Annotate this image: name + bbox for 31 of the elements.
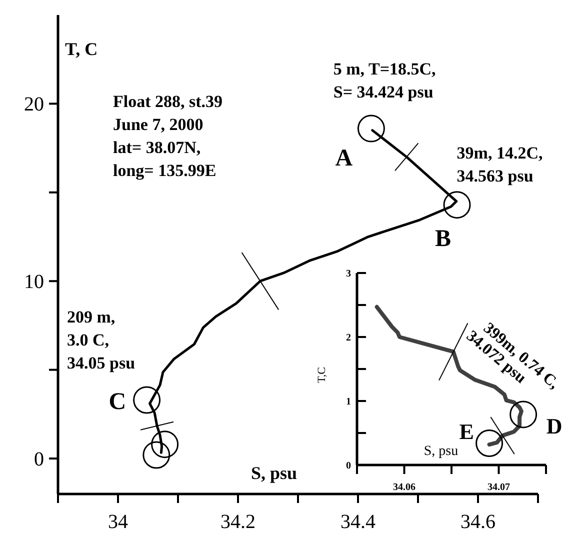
x-axis-title: S, psu bbox=[424, 444, 458, 459]
point bbox=[151, 430, 179, 458]
annotation: Float 288, st.39 June 7, 2000 lat= 38.07N, long= 135.99E bbox=[113, 92, 223, 180]
y-tick-label: 1 bbox=[346, 396, 351, 408]
x-tick-label: 34.07 bbox=[488, 482, 510, 493]
x-tick-label: 34 bbox=[108, 511, 128, 533]
y-tick-label: 0 bbox=[34, 448, 44, 471]
annotation: B bbox=[435, 226, 452, 252]
y-tick-label: 2 bbox=[346, 332, 351, 344]
x-tick-label: 34.06 bbox=[393, 482, 416, 493]
annotation: E bbox=[459, 419, 474, 444]
y-tick-label: 20 bbox=[24, 94, 44, 116]
annotation: 209 m, 3.0 C, 34.05 psu bbox=[67, 307, 136, 372]
x-axis-title: S, psu bbox=[250, 463, 298, 483]
y-axis-title: T, C bbox=[65, 39, 98, 59]
point bbox=[142, 441, 170, 469]
x-tick-label: 34.2 bbox=[220, 511, 256, 533]
y-tick-label: 3 bbox=[346, 268, 351, 280]
point bbox=[443, 191, 471, 219]
annotation: C bbox=[108, 388, 126, 415]
point bbox=[133, 386, 161, 414]
annotation: D bbox=[546, 413, 562, 438]
y-axis-title: T,C bbox=[316, 367, 328, 383]
y-tick-label: 0 bbox=[346, 460, 351, 472]
y-tick-label: 10 bbox=[24, 271, 44, 294]
x-tick-label: 34.6 bbox=[460, 511, 496, 533]
x-tick-label: 34.4 bbox=[340, 511, 376, 533]
point bbox=[357, 114, 385, 142]
annotation: 5 m, T=18.5C, S= 34.424 psu bbox=[333, 59, 436, 102]
annotation: 39m, 14.2C, 34.563 psu bbox=[456, 144, 543, 186]
annotation: A bbox=[335, 146, 354, 172]
